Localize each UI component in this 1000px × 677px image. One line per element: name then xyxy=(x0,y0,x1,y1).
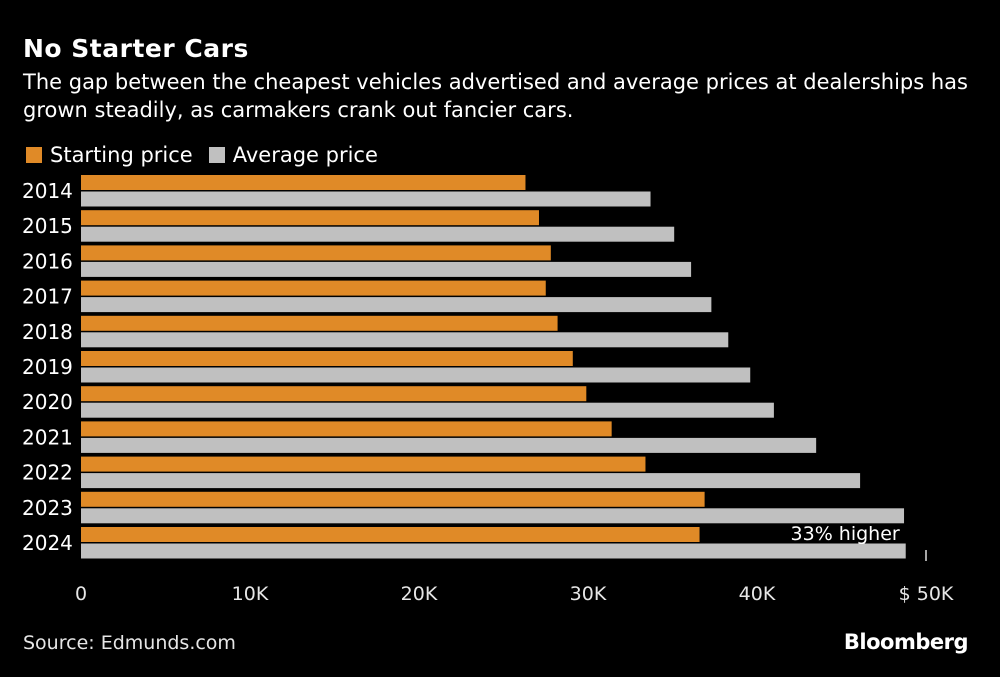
bloomberg-logo: Bloomberg xyxy=(843,630,969,654)
chart-subtitle: The gap between the cheapest vehicles ad… xyxy=(23,70,968,122)
x-tick-label: 10K xyxy=(232,583,269,605)
x-tick-label: 20K xyxy=(401,583,438,605)
bar-average-price xyxy=(81,437,817,453)
bar-average-price xyxy=(81,191,651,207)
legend-label-starting: Starting price xyxy=(50,143,193,167)
bar-average-price xyxy=(81,226,675,242)
x-tick-label: 30K xyxy=(570,583,607,605)
legend-label-average: Average price xyxy=(232,143,378,167)
category-label: 2022 xyxy=(22,461,73,485)
bar-average-price xyxy=(81,508,905,524)
bar-starting-price xyxy=(81,175,526,190)
x-tick-label: $ 50K xyxy=(899,583,954,605)
source-note: Source: Edmunds.com xyxy=(23,632,236,654)
category-label: 2018 xyxy=(22,320,73,344)
bar-starting-price xyxy=(81,210,539,226)
bar-average-price xyxy=(81,332,729,348)
bar-starting-price xyxy=(81,280,546,296)
x-tick-label: 40K xyxy=(739,583,776,605)
bar-average-price xyxy=(81,543,906,559)
legend-swatch-starting xyxy=(26,147,42,163)
category-label: 2014 xyxy=(22,179,73,203)
bar-starting-price xyxy=(81,421,612,437)
category-label: 2021 xyxy=(22,425,73,449)
bar-starting-price xyxy=(81,386,587,402)
bar-starting-price xyxy=(81,315,558,331)
bar-starting-price xyxy=(81,351,573,366)
bar-starting-price xyxy=(81,527,700,542)
category-label: 2024 xyxy=(22,531,73,555)
category-label: 2016 xyxy=(22,249,73,273)
legend-swatch-average xyxy=(208,147,225,163)
bar-average-price xyxy=(81,297,712,313)
category-label: 2017 xyxy=(22,285,73,309)
category-label: 2015 xyxy=(22,214,73,238)
chart-title: No Starter Cars xyxy=(23,34,249,63)
bar-average-price xyxy=(81,473,861,489)
x-tick-label: 0 xyxy=(75,583,87,605)
bar-average-price xyxy=(81,367,751,383)
bar-average-price xyxy=(81,261,692,277)
category-label: 2019 xyxy=(22,355,73,379)
category-label: 2023 xyxy=(22,496,73,520)
legend: Starting price Average price xyxy=(26,143,394,167)
annotation-33-higher: 33% higher xyxy=(791,523,900,545)
bar-starting-price xyxy=(81,491,705,507)
category-label: 2020 xyxy=(22,390,73,414)
bar-starting-price xyxy=(81,245,551,261)
bar-starting-price xyxy=(81,456,646,472)
bar-average-price xyxy=(81,402,774,418)
